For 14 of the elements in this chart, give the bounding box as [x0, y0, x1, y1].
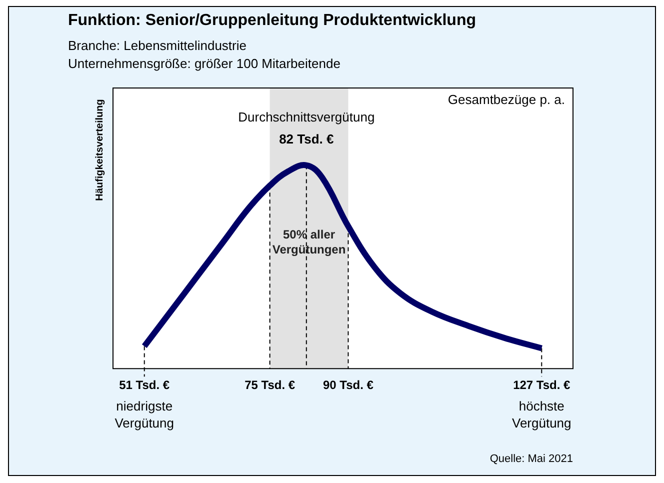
x-tick-label: 51 Tsd. € — [119, 378, 170, 392]
chart-title: Funktion: Senior/Gruppenleitung Produktentwicklung — [68, 12, 476, 30]
y-axis-title: Häufigkeitsverteilung — [94, 99, 106, 201]
chart-subtitle: Branche: Lebensmittelindustrie Unternehmensgröße: größer 100 Mitarbeitende — [68, 37, 340, 73]
annotation: 82 Tsd. € — [279, 131, 334, 146]
x-tick-label: 90 Tsd. € — [322, 378, 374, 392]
ref-line-label: niedrigste Vergütung — [114, 398, 174, 431]
text: Gesamtbezüge p. a. — [448, 92, 565, 107]
band-label: 50% aller Vergütungen — [272, 227, 346, 256]
x-tick-label: 75 Tsd. € — [244, 378, 296, 392]
source-note: Quelle: Mai 2021 — [490, 453, 573, 465]
ref-line-label: höchste Vergütung — [512, 398, 572, 431]
text: Durchschnittsvergütung — [238, 109, 375, 124]
x-tick-label: 127 Tsd. € — [513, 378, 571, 392]
